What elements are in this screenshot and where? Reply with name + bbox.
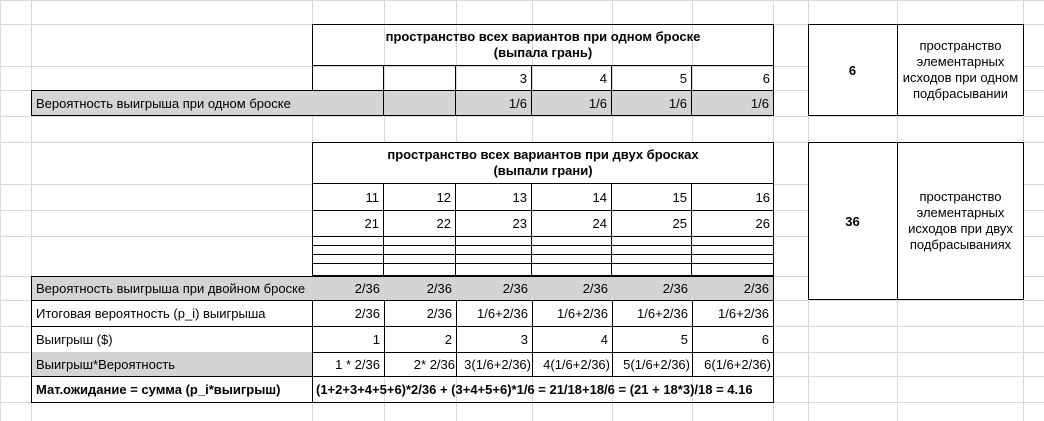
table1-face-cell[interactable]: 3 [456, 66, 532, 90]
table1-face-cell[interactable]: 4 [532, 66, 612, 90]
table2-pair-cell[interactable]: 21 [312, 210, 384, 236]
grid-row-line [0, 66, 1044, 67]
side1-count[interactable]: 6 [808, 24, 898, 116]
table2-row-label[interactable]: Выигрыш*Вероятность [31, 352, 313, 377]
table2-value-cell[interactable]: 6(1/6+2/36) [692, 352, 774, 377]
table2-pair-cell[interactable]: 16 [755, 189, 770, 205]
table1-header[interactable]: пространство всех вариантов при одном бр… [312, 24, 774, 66]
side1-box [808, 24, 1024, 116]
table2-pair-cell[interactable]: 14 [532, 184, 612, 210]
grid-row-line [0, 0, 1044, 1]
side2-count[interactable]: 36 [808, 142, 898, 300]
table2-pair-cell[interactable]: 15 [612, 184, 692, 210]
table1-empty-cell[interactable] [384, 66, 456, 90]
table2-row-label[interactable]: Выигрыш ($) [31, 326, 313, 353]
table2-value-cell[interactable]: 1 * 2/36 [312, 352, 385, 377]
table2-thin-rows [312, 236, 774, 276]
table2-value-cell[interactable]: 1 [312, 326, 385, 353]
table2-pair-cell[interactable]: 12 [384, 184, 456, 210]
table2-pair-cell[interactable]: 11 [312, 184, 384, 210]
table2-pair-cell[interactable]: 25 [612, 210, 692, 236]
table2-pair-cell[interactable]: 26 [692, 210, 774, 236]
table1-empty-cell[interactable] [312, 66, 384, 90]
expectation-label[interactable]: Мат.ожидание = сумма (p_i*выигрыш) [31, 376, 313, 403]
table2-value-cell[interactable]: 2/36 [312, 276, 385, 301]
table2-value-cell[interactable]: 2* 2/36 [384, 352, 457, 377]
table2-value-cell[interactable]: 2/36 [312, 300, 385, 327]
table2-value-cell[interactable]: 2/36 [384, 300, 457, 327]
table2-header[interactable]: пространство всех вариантов при двух бро… [312, 142, 774, 184]
grid-row-line [0, 116, 1044, 117]
table2-value-cell[interactable]: 1/6+2/36 [612, 300, 693, 327]
table2-value-cell[interactable]: 3(1/6+2/36) [456, 352, 533, 377]
table1-face-cell[interactable]: 5 [612, 66, 692, 90]
table2-row-label[interactable]: Вероятность выигрыша при двойном броске [31, 276, 313, 301]
table2-value-cell[interactable]: 5(1/6+2/36) [612, 352, 693, 377]
table1-prob-cell[interactable]: 1/6 [692, 90, 774, 116]
table2-value-cell[interactable]: 2/36 [456, 276, 533, 301]
table2-value-cell[interactable]: 4(1/6+2/36) [532, 352, 613, 377]
table2-pair-cell[interactable]: 22 [384, 210, 456, 236]
table2-pair-cell[interactable]: 23 [456, 210, 532, 236]
table2-value-cell[interactable]: 5 [612, 326, 693, 353]
side2-label[interactable]: пространство элементарных исходов при дв… [908, 189, 1013, 252]
table1-prob-empty[interactable] [312, 90, 384, 116]
table2-value-cell[interactable]: 3 [456, 326, 533, 353]
table2-value-cell[interactable]: 2/36 [532, 276, 613, 301]
table1-prob-cell[interactable]: 1/6 [612, 90, 692, 116]
table2-value-cell[interactable]: 1/6+2/36 [532, 300, 613, 327]
side2-box [808, 142, 1024, 300]
table2-value-cell[interactable]: 1/6+2/36 [456, 300, 533, 327]
table2-value-cell[interactable]: 2 [384, 326, 457, 353]
table2-pair-cell[interactable]: 24 [532, 210, 612, 236]
table2-value-cell[interactable]: 6 [692, 326, 774, 353]
expectation-formula[interactable]: (1+2+3+4+5+6)*2/36 + (3+4+5+6)*1/6 = 21/… [312, 376, 774, 403]
table2-row-label[interactable]: Итоговая вероятность (p_i) выигрыша [31, 300, 313, 327]
table2-value-cell[interactable]: 1/6+2/36 [692, 300, 774, 327]
table1-prob-cell[interactable]: 1/6 [456, 90, 532, 116]
table2-value-cell[interactable]: 2/36 [612, 276, 693, 301]
side1-label[interactable]: пространство элементарных исходов при од… [902, 38, 1019, 101]
table1-face-cell[interactable]: 6 [762, 70, 770, 86]
table2-value-cell[interactable]: 2/36 [384, 276, 457, 301]
table1-prob-empty[interactable] [384, 90, 456, 116]
table1-prob-cell[interactable]: 1/6 [532, 90, 612, 116]
table2-value-cell[interactable]: 4 [532, 326, 613, 353]
table2-pair-cell[interactable]: 13 [456, 184, 532, 210]
table1-row-label[interactable]: Вероятность выигрыша при одном броске [31, 90, 313, 116]
table2-value-cell[interactable]: 2/36 [692, 276, 774, 301]
